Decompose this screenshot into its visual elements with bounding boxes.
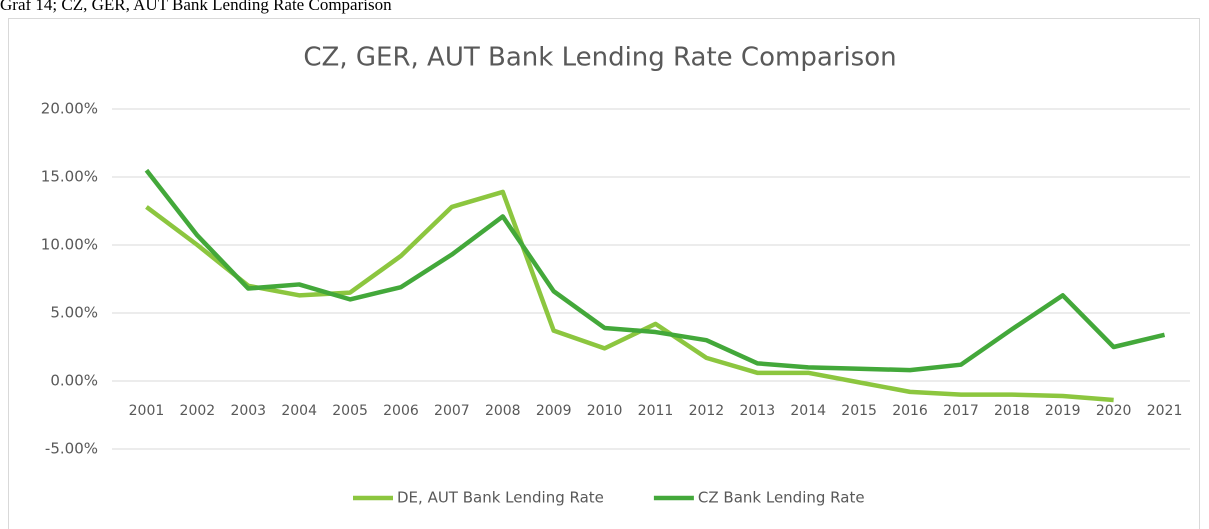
x-tick-label: 2006 <box>383 403 419 419</box>
series-line <box>144 168 1166 373</box>
x-tick-label: 2016 <box>892 403 928 419</box>
y-tick-label: -5.00% <box>45 440 98 458</box>
x-tick-label: 2012 <box>689 403 725 419</box>
x-tick-label: 2010 <box>587 403 623 419</box>
y-tick-label: 15.00% <box>41 168 98 186</box>
legend-label: DE, AUT Bank Lending Rate <box>397 489 604 507</box>
legend-label: CZ Bank Lending Rate <box>698 489 865 507</box>
x-tick-label: 2019 <box>1045 403 1081 419</box>
x-tick-label: 2014 <box>790 403 826 419</box>
x-tick-label: 2007 <box>434 403 470 419</box>
x-tick-label: 2003 <box>230 403 266 419</box>
x-tick-label: 2017 <box>943 403 979 419</box>
x-tick-label: 2005 <box>332 403 368 419</box>
x-tick-label: 2021 <box>1147 403 1183 419</box>
x-tick-label: 2004 <box>281 403 317 419</box>
x-tick-label: 2018 <box>994 403 1030 419</box>
x-tick-label: 2020 <box>1096 403 1132 419</box>
y-tick-label: 10.00% <box>41 236 98 254</box>
x-tick-label: 2008 <box>485 403 521 419</box>
x-tick-label: 2013 <box>739 403 775 419</box>
chart-title: CZ, GER, AUT Bank Lending Rate Compariso… <box>303 43 896 73</box>
y-tick-label: 5.00% <box>50 304 98 322</box>
x-tick-label: 2002 <box>180 403 216 419</box>
x-tick-label: 2009 <box>536 403 572 419</box>
x-tick-label: 2001 <box>129 403 165 419</box>
y-tick-label: 20.00% <box>41 100 98 118</box>
series-line <box>145 189 1114 403</box>
caption: Graf 14; CZ, GER, AUT Bank Lending Rate … <box>0 0 392 14</box>
x-tick-label: 2015 <box>841 403 877 419</box>
y-tick-label: 0.00% <box>50 372 98 390</box>
x-tick-label: 2011 <box>638 403 674 419</box>
chart-frame <box>8 18 1200 529</box>
